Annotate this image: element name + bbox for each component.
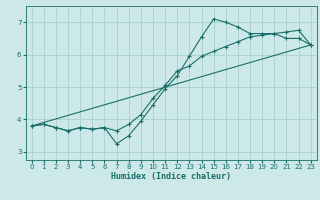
X-axis label: Humidex (Indice chaleur): Humidex (Indice chaleur) xyxy=(111,172,231,181)
